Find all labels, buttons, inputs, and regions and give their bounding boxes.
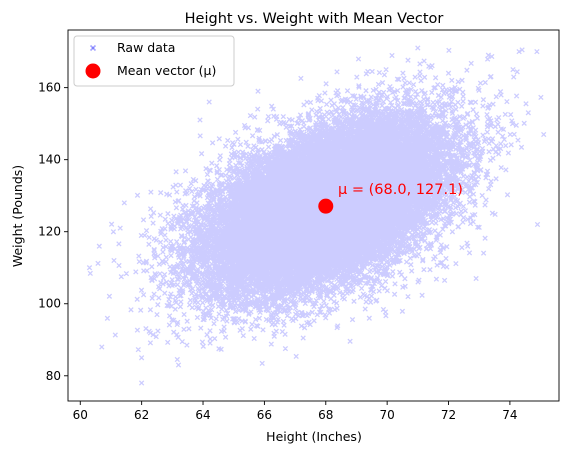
x-tick-label: 64	[195, 408, 210, 422]
mean-annotation-label: μ = (68.0, 127.1)	[338, 182, 463, 198]
legend-label-raw-data: Raw data	[117, 40, 175, 55]
x-tick-label: 68	[318, 408, 333, 422]
raw-data-scatter	[86, 45, 547, 386]
y-tick-label: 80	[46, 369, 61, 383]
y-tick-label: 100	[38, 297, 61, 311]
x-tick-label: 66	[257, 408, 272, 422]
x-tick-label: 60	[73, 408, 88, 422]
x-tick-label: 72	[441, 408, 456, 422]
x-tick-label: 70	[380, 408, 395, 422]
plot-area: μ = (68.0, 127.1)	[67, 29, 560, 402]
y-axis-label: Weight (Pounds)	[10, 165, 25, 267]
x-axis-label: Height (Inches)	[266, 429, 362, 444]
legend-marker-raw-data-icon	[89, 44, 97, 52]
chart-title: Height vs. Weight with Mean Vector	[185, 11, 444, 27]
x-axis: 60 62 64 66 68 70 72 74	[73, 401, 518, 422]
x-tick-label: 74	[502, 408, 517, 422]
legend: Raw data Mean vector (μ)	[73, 35, 235, 87]
y-tick-label: 160	[38, 81, 61, 95]
legend-label-mean-vector: Mean vector (μ)	[117, 63, 216, 78]
y-axis: 80 100 120 140 160	[38, 81, 68, 383]
plot-background	[68, 30, 559, 401]
raw-data-points	[86, 45, 547, 386]
y-tick-label: 120	[38, 225, 61, 239]
x-tick-label: 62	[134, 408, 149, 422]
mean-marker-layer	[318, 198, 334, 214]
annotation-layer: μ = (68.0, 127.1)	[338, 182, 463, 198]
mean-vector-point	[318, 198, 334, 214]
plot-frame	[67, 29, 560, 402]
y-tick-label: 140	[38, 153, 61, 167]
legend-marker-mean-icon	[85, 63, 101, 79]
legend-box	[73, 35, 235, 87]
